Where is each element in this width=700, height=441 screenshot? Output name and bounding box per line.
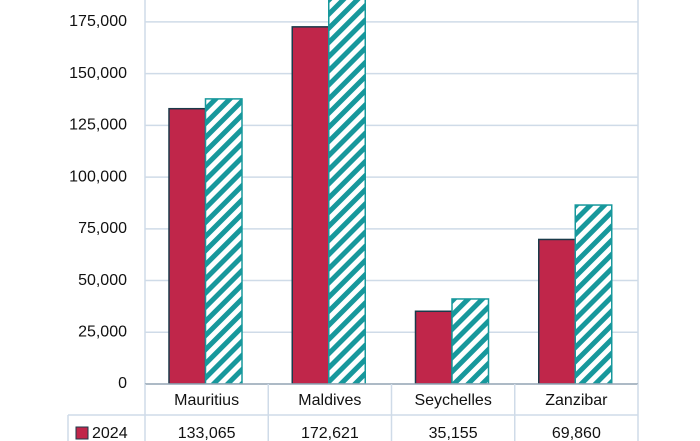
y-tick-label: 0 — [118, 375, 127, 392]
x-tick-label: Zanzibar — [545, 392, 608, 409]
y-tick-label: 25,000 — [78, 323, 127, 340]
bar — [291, 26, 330, 384]
table-value: 69,860 — [552, 425, 601, 441]
bar — [168, 107, 207, 384]
legend-label: 2024 — [92, 425, 128, 441]
table-value: 172,621 — [301, 425, 359, 441]
bar — [538, 238, 576, 384]
table-value: 35,155 — [429, 425, 478, 441]
y-tick-label: 175,000 — [69, 13, 127, 30]
bars — [168, 0, 613, 384]
bar — [328, 0, 366, 384]
y-tick-label: 150,000 — [69, 65, 127, 82]
y-tick-label: 75,000 — [78, 220, 127, 237]
x-tick-label: Mauritius — [174, 392, 239, 409]
y-tick-label: 125,000 — [69, 117, 127, 134]
data-table: Mauritius Maldives Seychelles Zanzibar 2024 1… — [67, 383, 639, 441]
bar — [451, 298, 490, 384]
bar — [414, 310, 453, 384]
y-tick-label: 100,000 — [69, 168, 127, 185]
bar — [574, 204, 613, 384]
y-tick-label: 50,000 — [78, 272, 127, 289]
table-value: 133,065 — [178, 425, 236, 441]
legend-swatch — [75, 426, 89, 440]
x-tick-label: Maldives — [298, 392, 361, 409]
x-tick-label: Seychelles — [414, 392, 491, 409]
bar — [204, 98, 243, 384]
